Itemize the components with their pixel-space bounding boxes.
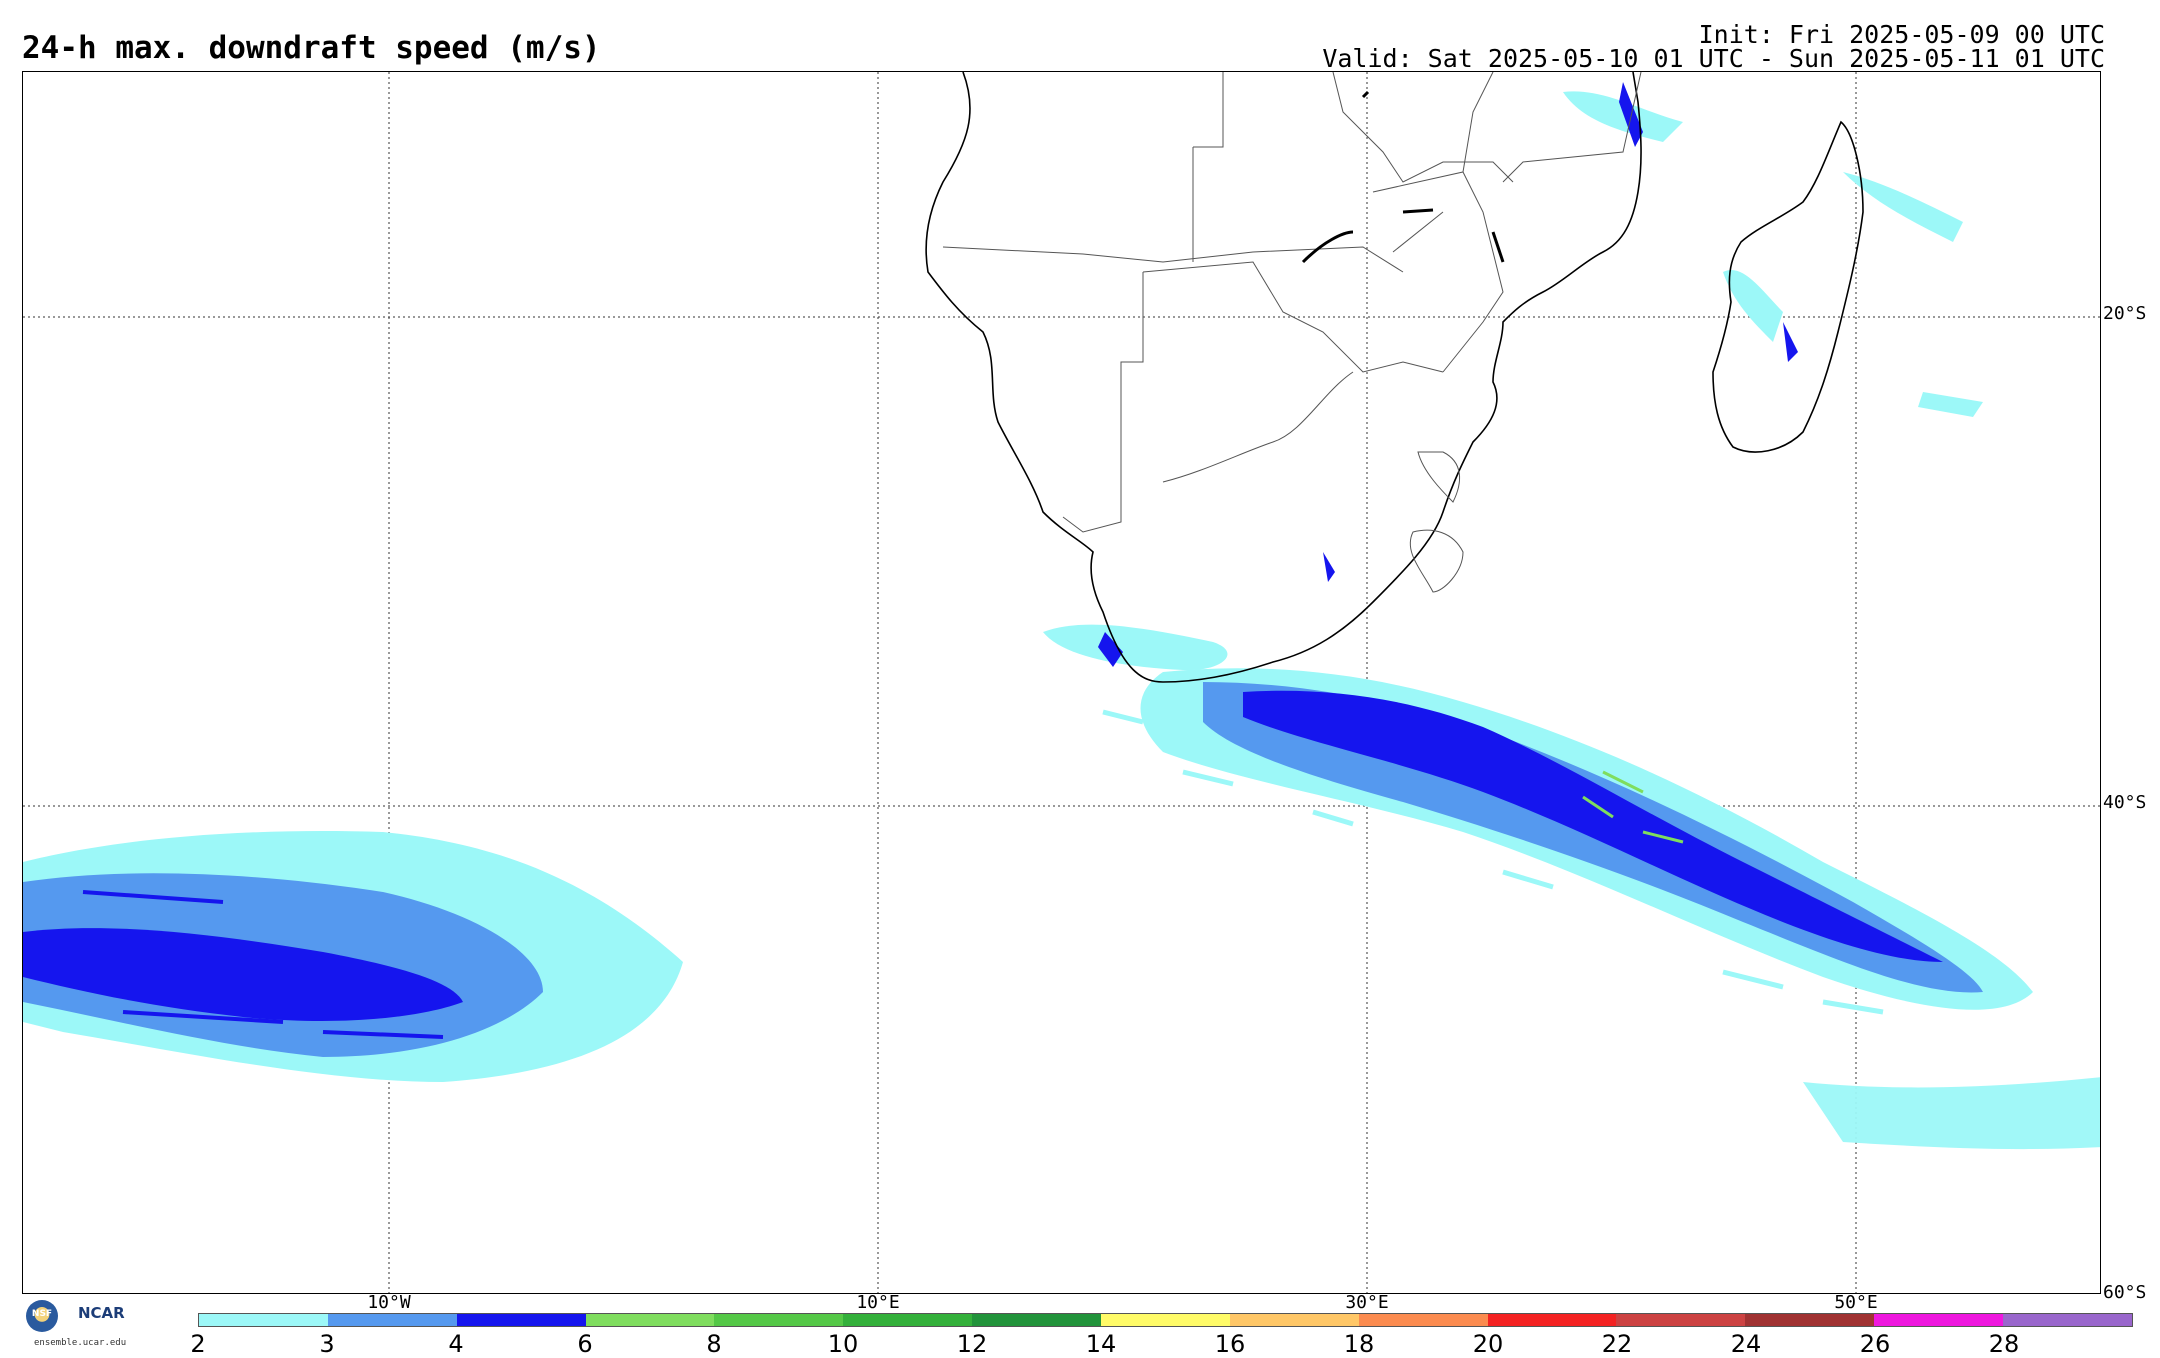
logo-block: NSF NCAR ensemble.ucar.edu [22,1298,162,1350]
lon-label-30e: 30°E [1345,1292,1389,1313]
colorbar-swatch [199,1314,328,1326]
lat-label-40s: 40°S [2103,792,2147,813]
colorbar-tick-label: 20 [1472,1330,1504,1358]
lat-label-20s: 20°S [2103,303,2147,324]
init-time: Init: Fri 2025-05-09 00 UTC [1698,20,2105,49]
colorbar-tick-label: 16 [1214,1330,1246,1358]
colorbar-tick-label: 10 [827,1330,859,1358]
colorbar-tick-label: 18 [1343,1330,1375,1358]
colorbar-swatch [1358,1314,1488,1326]
map-panel [22,71,2101,1294]
colorbar-swatch [1745,1314,1875,1326]
colorbar-tick-label: 4 [448,1330,464,1358]
map-canvas [23,72,2100,1293]
colorbar-tick-label: 6 [577,1330,593,1358]
colorbar-swatch [456,1314,586,1326]
downdraft-field-cores [1098,82,1798,667]
lon-label-50e: 50°E [1834,1292,1878,1313]
colorbar-swatch [972,1314,1102,1326]
colorbar [198,1313,2133,1327]
colorbar-tick-label: 8 [706,1330,722,1358]
colorbar-swatch [1616,1314,1746,1326]
colorbar-tick-label: 14 [1085,1330,1117,1358]
nsf-logo: NSF [26,1300,58,1332]
lon-label-10e: 10°E [856,1292,900,1313]
colorbar-swatch [585,1314,715,1326]
downdraft-field-small [1043,91,1983,671]
colorbar-tick-label: 22 [1601,1330,1633,1358]
colorbar-swatch [843,1314,973,1326]
africa-coastline [925,72,1642,683]
lon-label-10w: 10°W [367,1292,411,1313]
lat-label-60s: 60°S [2103,1282,2147,1303]
ncar-logo: NCAR [78,1304,125,1322]
madagascar-coastline [1712,120,1864,453]
graticule [23,72,2100,1293]
colorbar-tick-label: 2 [190,1330,206,1358]
colorbar-tick-label: 3 [319,1330,335,1358]
colorbar-swatch [1874,1314,2004,1326]
colorbar-swatch [1487,1314,1617,1326]
colorbar-tick-label: 28 [1988,1330,2020,1358]
colorbar-tick-label: 12 [956,1330,988,1358]
downdraft-field-west [23,831,683,1082]
downdraft-field-east [1102,668,2100,1150]
colorbar-swatch [2003,1314,2132,1326]
lakes [1301,90,1505,264]
colorbar-swatch [1101,1314,1230,1326]
colorbar-swatch [327,1314,457,1326]
colorbar-tick-label: 26 [1859,1330,1891,1358]
country-borders [942,72,1642,593]
site-url: ensemble.ucar.edu [34,1338,127,1348]
colorbar-swatch [714,1314,844,1326]
colorbar-swatch [1229,1314,1359,1326]
valid-time: Valid: Sat 2025-05-10 01 UTC - Sun 2025-… [1322,44,2105,73]
colorbar-tick-label: 24 [1730,1330,1762,1358]
map-title: 24-h max. downdraft speed (m/s) [22,30,601,66]
